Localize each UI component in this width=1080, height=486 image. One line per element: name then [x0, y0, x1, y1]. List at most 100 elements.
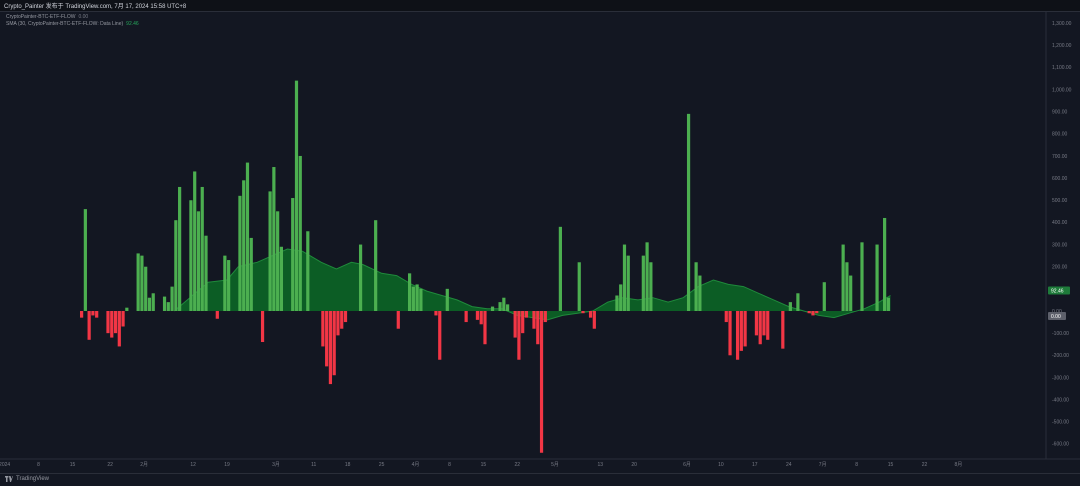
bar-mark[interactable] — [788, 302, 792, 311]
bar-mark[interactable] — [245, 162, 250, 311]
bar-mark[interactable] — [543, 311, 547, 323]
bar-mark[interactable] — [140, 255, 144, 312]
bar-mark[interactable] — [136, 253, 140, 311]
bar-mark[interactable] — [524, 311, 529, 318]
bar-mark[interactable] — [619, 284, 623, 311]
bar-mark[interactable] — [506, 304, 510, 312]
bar-mark[interactable] — [298, 155, 302, 311]
bar-mark[interactable] — [781, 311, 785, 349]
bar-mark[interactable] — [758, 311, 762, 345]
bar-mark[interactable] — [728, 311, 732, 356]
bar-mark[interactable] — [641, 255, 645, 312]
bar-mark[interactable] — [174, 220, 178, 311]
bar-mark[interactable] — [325, 311, 329, 367]
bar-mark[interactable] — [739, 311, 743, 351]
bar-mark[interactable] — [822, 282, 826, 311]
bar-mark[interactable] — [490, 306, 495, 311]
bar-mark[interactable] — [811, 311, 815, 316]
bar-mark[interactable] — [592, 311, 596, 329]
bar-mark[interactable] — [762, 311, 766, 336]
bar-mark[interactable] — [242, 180, 246, 311]
bar-mark[interactable] — [83, 209, 87, 311]
bar-mark[interactable] — [291, 198, 295, 311]
bar-mark[interactable] — [536, 311, 540, 345]
bar-mark[interactable] — [513, 311, 517, 338]
bar-mark[interactable] — [80, 311, 84, 318]
bar-mark[interactable] — [196, 211, 201, 311]
bar-mark[interactable] — [125, 307, 129, 311]
bar-mark[interactable] — [502, 297, 506, 311]
chart-area[interactable]: -600.00 -500.00 -400.00 -300.00 -200.00 -100.… — [0, 11, 1080, 473]
bar-mark[interactable] — [204, 235, 208, 311]
bar-mark[interactable] — [110, 311, 114, 338]
bar-mark[interactable] — [306, 231, 310, 311]
bar-mark[interactable] — [227, 260, 231, 312]
bar-mark[interactable] — [238, 195, 242, 311]
bar-mark[interactable] — [340, 311, 344, 329]
brand[interactable]: TradingView — [5, 476, 49, 482]
bar-mark[interactable] — [622, 244, 627, 311]
bar-mark[interactable] — [686, 113, 691, 312]
bar-mark[interactable] — [886, 297, 890, 311]
bar-mark[interactable] — [358, 244, 363, 311]
bar-mark[interactable] — [249, 237, 253, 311]
bar-mark[interactable] — [475, 311, 480, 320]
bar-mark[interactable] — [464, 311, 468, 323]
bar-mark[interactable] — [581, 311, 585, 314]
bar-mark[interactable] — [415, 284, 419, 311]
bar-mark[interactable] — [649, 262, 653, 311]
bar-mark[interactable] — [279, 246, 284, 311]
bar-mark[interactable] — [845, 262, 849, 311]
bar-mark[interactable] — [147, 297, 152, 311]
bar-mark[interactable] — [445, 288, 449, 311]
bar-mark[interactable] — [860, 242, 864, 311]
bar-mark[interactable] — [577, 262, 581, 311]
bar-mark[interactable] — [396, 311, 400, 329]
bar-mark[interactable] — [694, 262, 698, 311]
bar-mark[interactable] — [841, 244, 845, 311]
x-axis[interactable]: 2024 8 15 22 2月 12 19 3月 11 18 25 4月 8 15 22 5月 13 20 6月 10… — [0, 462, 962, 468]
bar-mark[interactable] — [178, 186, 182, 311]
bar-mark[interactable] — [162, 296, 167, 311]
bar-mark[interactable] — [189, 200, 193, 311]
bar-mark[interactable] — [332, 311, 336, 376]
bar-mark[interactable] — [438, 311, 442, 360]
bar-mark[interactable] — [743, 311, 747, 347]
bar-mark[interactable] — [328, 311, 333, 385]
bar-mark[interactable] — [411, 286, 415, 311]
bar-mark[interactable] — [343, 311, 348, 323]
y-axis[interactable]: -600.00 -500.00 -400.00 -300.00 -200.00 -100.… — [1052, 21, 1072, 448]
bar-mark[interactable] — [498, 302, 502, 311]
bar-mark[interactable] — [521, 311, 525, 334]
bar-mark[interactable] — [407, 273, 412, 312]
bar-mark[interactable] — [849, 275, 853, 311]
bar-mark[interactable] — [151, 293, 155, 311]
chart-svg[interactable]: -600.00 -500.00 -400.00 -300.00 -200.00 -100.… — [0, 11, 1080, 473]
bar-mark[interactable] — [121, 311, 125, 327]
bar-mark[interactable] — [483, 311, 487, 345]
bar-mark[interactable] — [117, 311, 121, 347]
bar-mark[interactable] — [754, 311, 759, 336]
bar-mark[interactable] — [645, 242, 649, 311]
bar-series[interactable] — [80, 80, 890, 453]
bar-mark[interactable] — [815, 311, 819, 314]
bar-mark[interactable] — [532, 311, 536, 329]
bar-mark[interactable] — [272, 167, 276, 311]
bar-mark[interactable] — [321, 311, 325, 347]
bar-mark[interactable] — [434, 311, 438, 316]
bar-mark[interactable] — [558, 226, 562, 311]
bar-mark[interactable] — [276, 211, 280, 311]
bar-mark[interactable] — [193, 171, 197, 311]
bar-mark[interactable] — [91, 311, 95, 316]
legend-row-main[interactable]: CryptoPainter-BTC-ETF-FLOW 0.00 — [6, 14, 139, 21]
bar-mark[interactable] — [539, 311, 544, 453]
bar-mark[interactable] — [419, 288, 423, 311]
bar-mark[interactable] — [615, 295, 619, 312]
bar-mark[interactable] — [796, 293, 800, 311]
bar-mark[interactable] — [724, 311, 728, 323]
bar-mark[interactable] — [336, 311, 340, 336]
bar-mark[interactable] — [223, 255, 227, 312]
bar-mark[interactable] — [588, 311, 593, 318]
bar-mark[interactable] — [166, 302, 170, 311]
bar-mark[interactable] — [626, 255, 630, 312]
